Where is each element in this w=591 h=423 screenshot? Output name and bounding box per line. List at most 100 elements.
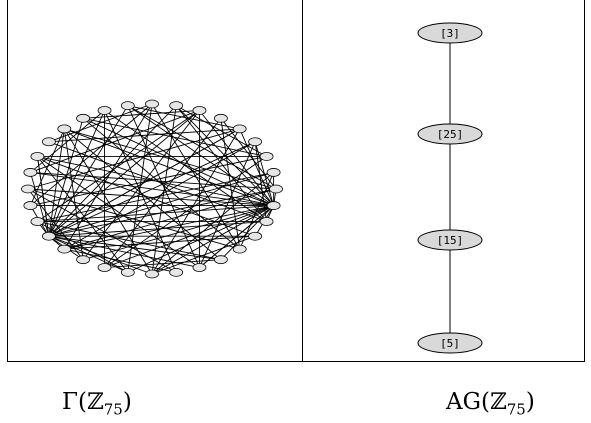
graph-edge [48, 221, 267, 237]
graph-edge [64, 248, 177, 273]
graph-vertex [41, 137, 56, 147]
graph-edge [37, 221, 221, 261]
left-caption-suffix: ) [122, 389, 132, 415]
graph-edge [27, 188, 177, 273]
annihilator-graph: [3] [25] [15] [5] [417, 22, 483, 354]
graph-vertex [120, 101, 135, 111]
graph-edge [239, 128, 275, 206]
graph-vertex [97, 106, 112, 115]
graph-edge [37, 110, 200, 222]
graph-vertex [57, 124, 72, 134]
graph-vertex [120, 267, 135, 277]
graph-edge [64, 235, 256, 250]
graph-edge [48, 128, 240, 143]
graph-edge [27, 188, 84, 260]
graph-edge [48, 235, 200, 268]
right-caption-suffix: ) [525, 389, 535, 415]
graph-edge [83, 110, 200, 119]
graph-vertex [248, 137, 263, 147]
path-node-4-label: [5] [440, 337, 460, 350]
graph-edge [48, 105, 129, 237]
graph-vertex [76, 255, 91, 265]
path-node-3-label: [15] [437, 234, 464, 247]
graph-edge [220, 118, 241, 250]
graph-edge [83, 117, 267, 157]
graph-vertex [259, 217, 274, 226]
graph-edge [127, 105, 240, 130]
graph-edge [199, 110, 274, 206]
graph-vertex [145, 269, 159, 279]
graph-vertex [266, 168, 281, 177]
right-caption-subscript: 75 [506, 400, 526, 419]
graph-edge [104, 205, 274, 268]
path-node-1-label: [3] [440, 27, 460, 40]
graph-vertex [41, 231, 56, 241]
left-caption-prefix: Γ( [62, 389, 87, 415]
left-caption-ring: ℤ [86, 389, 104, 415]
graph-edge [104, 259, 221, 268]
graph-edge [48, 235, 221, 261]
path-node-2-label: [25] [437, 128, 464, 141]
graph-edge [151, 235, 256, 275]
graph-edge [199, 141, 256, 268]
right-caption-ring: ℤ [489, 389, 507, 415]
path-node-3: [15] [417, 229, 483, 251]
graph-vertex [169, 267, 184, 277]
graph-edge [29, 128, 65, 206]
graph-edge [175, 105, 267, 157]
graph-edge [30, 103, 153, 206]
left-caption-subscript: 75 [103, 400, 123, 419]
graph-vertex [192, 263, 207, 272]
graph-vertex [192, 106, 207, 115]
graph-edge [30, 110, 105, 173]
graph-edge [48, 128, 240, 237]
graph-edge [30, 110, 200, 173]
path-node-2: [25] [417, 123, 483, 145]
graph-edge [127, 205, 274, 273]
graph-vertex [169, 101, 184, 111]
graph-edge [64, 205, 274, 250]
graph-edge [63, 128, 84, 260]
graph-edge [175, 105, 267, 222]
graph-edge [48, 110, 105, 237]
graph-edge [36, 156, 50, 237]
right-caption-prefix: AG( [446, 389, 490, 415]
graph-vertex [213, 255, 228, 265]
graph-vertex [266, 201, 281, 210]
path-node-1: [3] [417, 22, 483, 44]
graph-edge [127, 105, 274, 206]
graph-vertex [30, 217, 45, 226]
graph-vertex [248, 231, 263, 241]
graph-edge [48, 141, 267, 222]
graph-edge [127, 105, 277, 190]
graph-edge [220, 118, 277, 190]
graph-vertex [269, 184, 283, 194]
graph-edge [199, 205, 274, 268]
graph-vertex [97, 263, 112, 272]
graph-vertex [213, 113, 228, 123]
graph-edge [82, 117, 240, 250]
figure-frame [7, 0, 585, 362]
graph-edge [37, 221, 129, 273]
graph-edge [30, 171, 277, 190]
graph-edge [27, 128, 240, 190]
graph-edge [254, 141, 268, 222]
graph-edge [48, 103, 153, 143]
graph-edge [82, 205, 274, 261]
graph-edge [175, 105, 274, 206]
graph-vertex [57, 244, 72, 254]
graph-vertex [145, 99, 159, 109]
graph-vertex [76, 113, 91, 123]
path-node-4: [5] [417, 332, 483, 354]
graph-edge [127, 105, 200, 268]
zero-divisor-graph [21, 99, 283, 279]
graph-edge [104, 110, 267, 222]
graph-vertex [232, 244, 247, 254]
graph-edge [239, 172, 275, 250]
graph-edge [30, 156, 267, 207]
graph-edge [37, 156, 129, 273]
graph-vertex [23, 201, 38, 210]
graph-edge [64, 128, 277, 190]
graph-vertex [23, 168, 38, 177]
graph-vertex [21, 184, 35, 194]
